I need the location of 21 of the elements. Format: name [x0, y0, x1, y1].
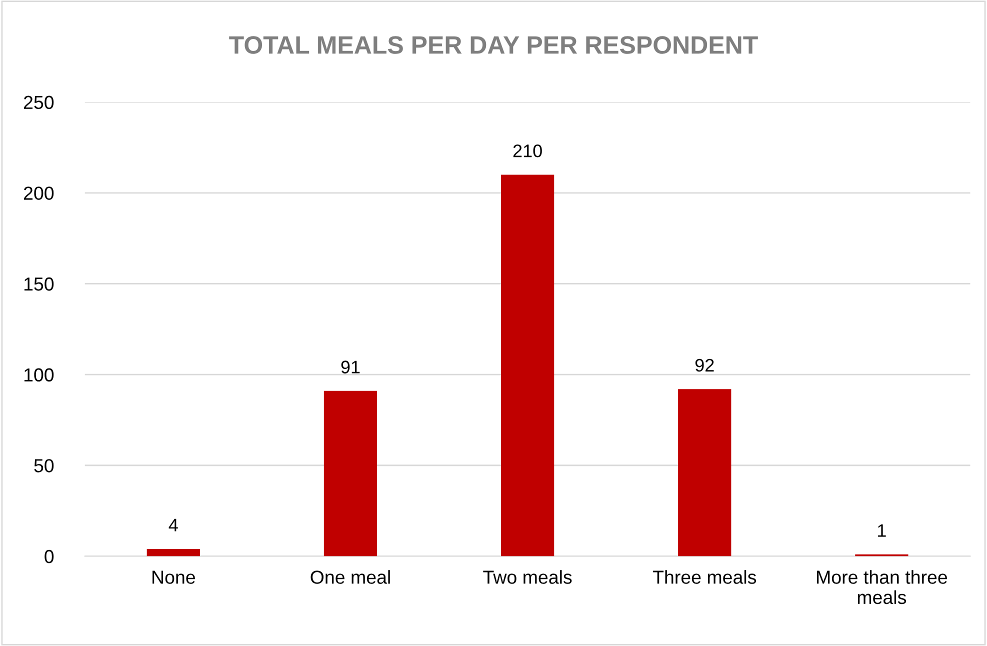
y-tick-label: 200 [24, 186, 54, 200]
x-tick-label: One meal [310, 570, 390, 584]
y-tick-label: 150 [24, 277, 54, 291]
data-label: 4 [168, 518, 178, 532]
data-label: 91 [341, 360, 360, 374]
chart-title: TOTAL MEALS PER DAY PER RESPONDENT [229, 36, 758, 54]
data-label: 1 [878, 524, 886, 537]
x-tick-label: More than three meals [817, 570, 948, 604]
bar [678, 389, 732, 556]
bar [324, 390, 378, 556]
y-tick-label: 100 [24, 368, 54, 382]
bar [146, 548, 200, 556]
y-tick-label: 250 [24, 96, 54, 110]
y-tick-label: 0 [44, 550, 54, 564]
bar [500, 174, 554, 556]
data-label: 92 [695, 358, 714, 372]
x-tick-label: Two meals [483, 570, 572, 584]
x-tick-label: None [152, 570, 195, 584]
data-label: 210 [513, 144, 542, 158]
x-tick-label: Three meals [652, 570, 756, 584]
y-tick-label: 50 [34, 459, 54, 472]
